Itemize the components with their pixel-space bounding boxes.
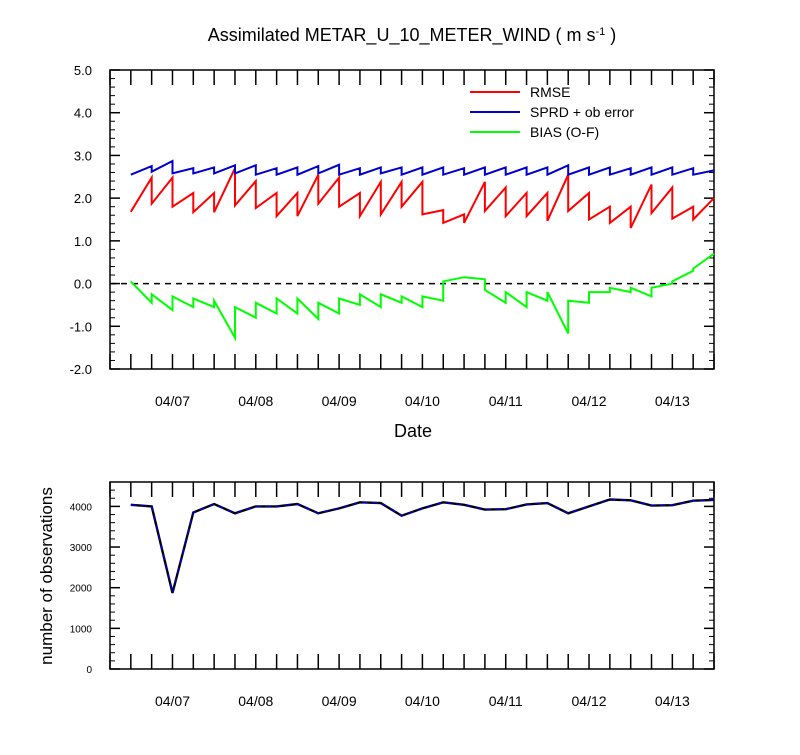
observations-series-line [130, 498, 715, 594]
legend-label-rmse: RMSE [530, 84, 570, 100]
top-ytick-label: 0.0 [74, 277, 92, 292]
top-ytick-label: 1.0 [74, 234, 92, 249]
legend-label-spread: SPRD + ob error [530, 104, 634, 120]
bottom-xtick-label: 04/12 [572, 693, 607, 709]
bottom-frame [109, 481, 715, 670]
top-panel: 04/07 04/08 04/09 04/10 04/11 04/12 04/13 -2.0 -… [70, 63, 715, 441]
top-xtick-label: 04/10 [405, 393, 440, 409]
top-ytick-label: 3.0 [74, 148, 92, 163]
bottom-ytick-label: 4000 [70, 502, 93, 513]
top-xtick-label: 04/09 [322, 393, 357, 409]
bottom-ytick-label: 0 [86, 665, 92, 676]
top-frame [109, 69, 715, 370]
bottom-ytick-label: 2000 [70, 584, 93, 595]
rmse-series-line [129, 167, 715, 229]
bottom-xtick-label: 04/10 [405, 693, 440, 709]
top-xtick-label: 04/07 [155, 393, 190, 409]
bottom-xtick-label: 04/11 [489, 693, 523, 709]
legend-label-bias: BIAS (O-F) [530, 124, 599, 140]
chart-title-main: Assimilated METAR_U_10_METER_WIND ( m s [208, 25, 596, 46]
top-ytick-label: -1.0 [70, 319, 92, 334]
bottom-panel: 04/07 04/08 04/09 04/10 04/11 04/12 04/13 0 1000… [37, 481, 715, 709]
bottom-yaxis-label: number of observations [37, 487, 56, 665]
bottom-xtick-label: 04/07 [155, 693, 190, 709]
top-xtick-label: 04/11 [489, 393, 523, 409]
bias-series-line [130, 252, 715, 342]
top-ytick-label: 4.0 [74, 106, 92, 121]
top-ytick-label: 2.0 [74, 191, 92, 206]
chart-title-close: ) [605, 25, 616, 45]
bottom-ytick-label: 1000 [70, 624, 93, 635]
top-ytick-label: 5.0 [74, 63, 92, 78]
bottom-ytick-label: 3000 [70, 543, 93, 554]
bottom-xtick-label: 04/13 [655, 693, 690, 709]
spread-series-line [130, 159, 715, 177]
bottom-xtick-label: 04/08 [238, 693, 273, 709]
bottom-xtick-label: 04/09 [322, 693, 357, 709]
top-xtick-label: 04/13 [655, 393, 690, 409]
chart-title: Assimilated METAR_U_10_METER_WIND ( m s-… [208, 25, 617, 46]
top-xaxis-label: Date [394, 421, 432, 441]
chart-title-superscript: -1 [595, 26, 605, 38]
top-xtick-label: 04/12 [572, 393, 607, 409]
top-xtick-label: 04/08 [238, 393, 273, 409]
observations-series-overlay [130, 498, 715, 594]
top-ytick-label: -2.0 [70, 362, 92, 377]
